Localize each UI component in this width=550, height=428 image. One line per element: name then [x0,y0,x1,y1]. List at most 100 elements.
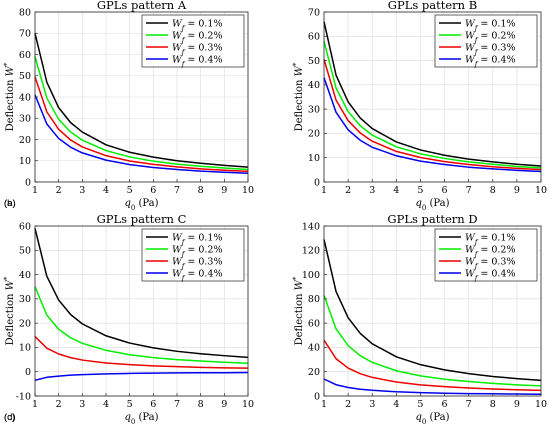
y-tick-label: 20 [308,367,320,378]
y-axis-label: Deflection W* [292,62,305,131]
y-tick-label: 70 [19,29,31,40]
y-tick-label: 40 [19,270,31,281]
y-tick-label: 120 [302,246,320,257]
chart-title: GPLs pattern C [97,212,187,226]
y-tick-label: 30 [19,114,31,125]
x-tick-label: 4 [393,185,399,196]
x-tick-label: 1 [32,185,38,196]
series-line [34,76,249,173]
series-line [34,371,249,381]
legend-label: Wf = 0.3% [172,43,223,57]
x-tick-label: 5 [127,185,133,196]
x-tick-label: 7 [466,399,472,410]
x-tick-label: 3 [79,185,85,196]
chart-title: GPLs pattern D [387,212,477,226]
y-tick-label: 20 [308,129,320,140]
y-tick-label: 40 [19,92,31,103]
x-tick-label: 4 [103,185,109,196]
series-line [323,77,542,173]
legend: Wf = 0.1%Wf = 0.2%Wf = 0.3%Wf = 0.4% [141,228,245,283]
legend-label: Wf = 0.4% [465,55,516,69]
x-tick-label: 2 [56,185,62,196]
y-tick-label: 30 [19,294,31,305]
legend-label: Wf = 0.2% [465,245,516,259]
panel-label: (b) [4,198,16,209]
x-tick-label: 9 [221,185,227,196]
y-tick-label: 20 [19,318,31,329]
x-tick-label: 4 [393,399,399,410]
legend-label: Wf = 0.1% [465,19,516,33]
legend-label: Wf = 0.1% [465,233,516,247]
y-axis-label: Deflection W* [3,276,16,345]
x-tick-label: 3 [369,399,375,410]
series-line [323,40,542,169]
y-tick-label: 20 [19,135,31,146]
x-tick-label: 9 [514,185,520,196]
y-tick-label: 0 [25,367,31,378]
x-tick-label: 4 [103,399,109,410]
legend-label: Wf = 0.2% [172,245,223,259]
x-tick-label: 8 [490,185,496,196]
y-tick-label: 0 [314,391,320,402]
x-axis-label: q0 (Pa) [124,198,158,212]
y-tick-label: 50 [19,246,31,257]
x-tick-label: 6 [150,185,156,196]
y-tick-label: 30 [308,104,320,115]
x-tick-label: 3 [79,399,85,410]
x-tick-label: 2 [345,399,351,410]
y-tick-label: 10 [19,156,31,167]
series-line [323,378,542,396]
panel-label: (d) [4,412,16,423]
y-tick-label: 60 [19,221,31,232]
panel-label: (a) [4,198,16,209]
y-tick-label: 40 [308,343,320,354]
series-line [323,294,542,387]
x-tick-label: 2 [345,185,351,196]
legend-label: Wf = 0.3% [465,257,516,271]
legend-label: Wf = 0.2% [465,31,516,45]
y-tick-label: 140 [302,221,320,232]
y-tick-label: 70 [308,7,320,18]
y-tick-label: 50 [19,71,31,82]
y-tick-label: 80 [19,7,31,18]
x-tick-label: 10 [535,399,547,410]
x-tick-label: 3 [369,185,375,196]
series-line [34,286,249,364]
axes-box [323,225,542,397]
legend: Wf = 0.1%Wf = 0.2%Wf = 0.3%Wf = 0.4% [434,228,538,283]
series-line [323,59,542,171]
x-tick-label: 6 [150,399,156,410]
y-axis-label: Deflection W* [292,276,305,345]
series-line [34,94,249,175]
x-tick-label: 6 [442,185,448,196]
series-line [323,21,542,167]
x-tick-label: 10 [242,185,254,196]
x-tick-label: 7 [174,185,180,196]
x-tick-label: 1 [32,399,38,410]
axes-box [323,11,542,183]
series-line [34,228,249,359]
x-tick-label: 8 [490,399,496,410]
legend-label: Wf = 0.4% [172,269,223,283]
y-tick-label: 40 [308,80,320,91]
axes-box [34,225,249,397]
x-tick-label: 5 [417,399,423,410]
y-tick-label: 60 [19,50,31,61]
x-tick-label: 8 [198,185,204,196]
legend-label: Wf = 0.1% [172,19,223,33]
panel-label: (c) [4,412,15,423]
x-tick-label: 8 [198,399,204,410]
chart-panel: 1 2 3 4 5 6 7 8 9 10 0 10 20 30 40 50 60 70 80 GPLs pattern… [3,0,254,212]
legend-label: Wf = 0.2% [172,31,223,45]
x-tick-label: 5 [417,185,423,196]
y-tick-label: 60 [308,32,320,43]
x-tick-label: 7 [174,399,180,410]
y-tick-label: 10 [19,343,31,354]
y-axis-label: Deflection W* [3,62,16,131]
y-tick-label: 60 [308,318,320,329]
legend-label: Wf = 0.4% [465,269,516,283]
x-tick-label: 1 [321,399,327,410]
y-tick-label: 10 [308,153,320,164]
x-tick-label: 5 [127,399,133,410]
